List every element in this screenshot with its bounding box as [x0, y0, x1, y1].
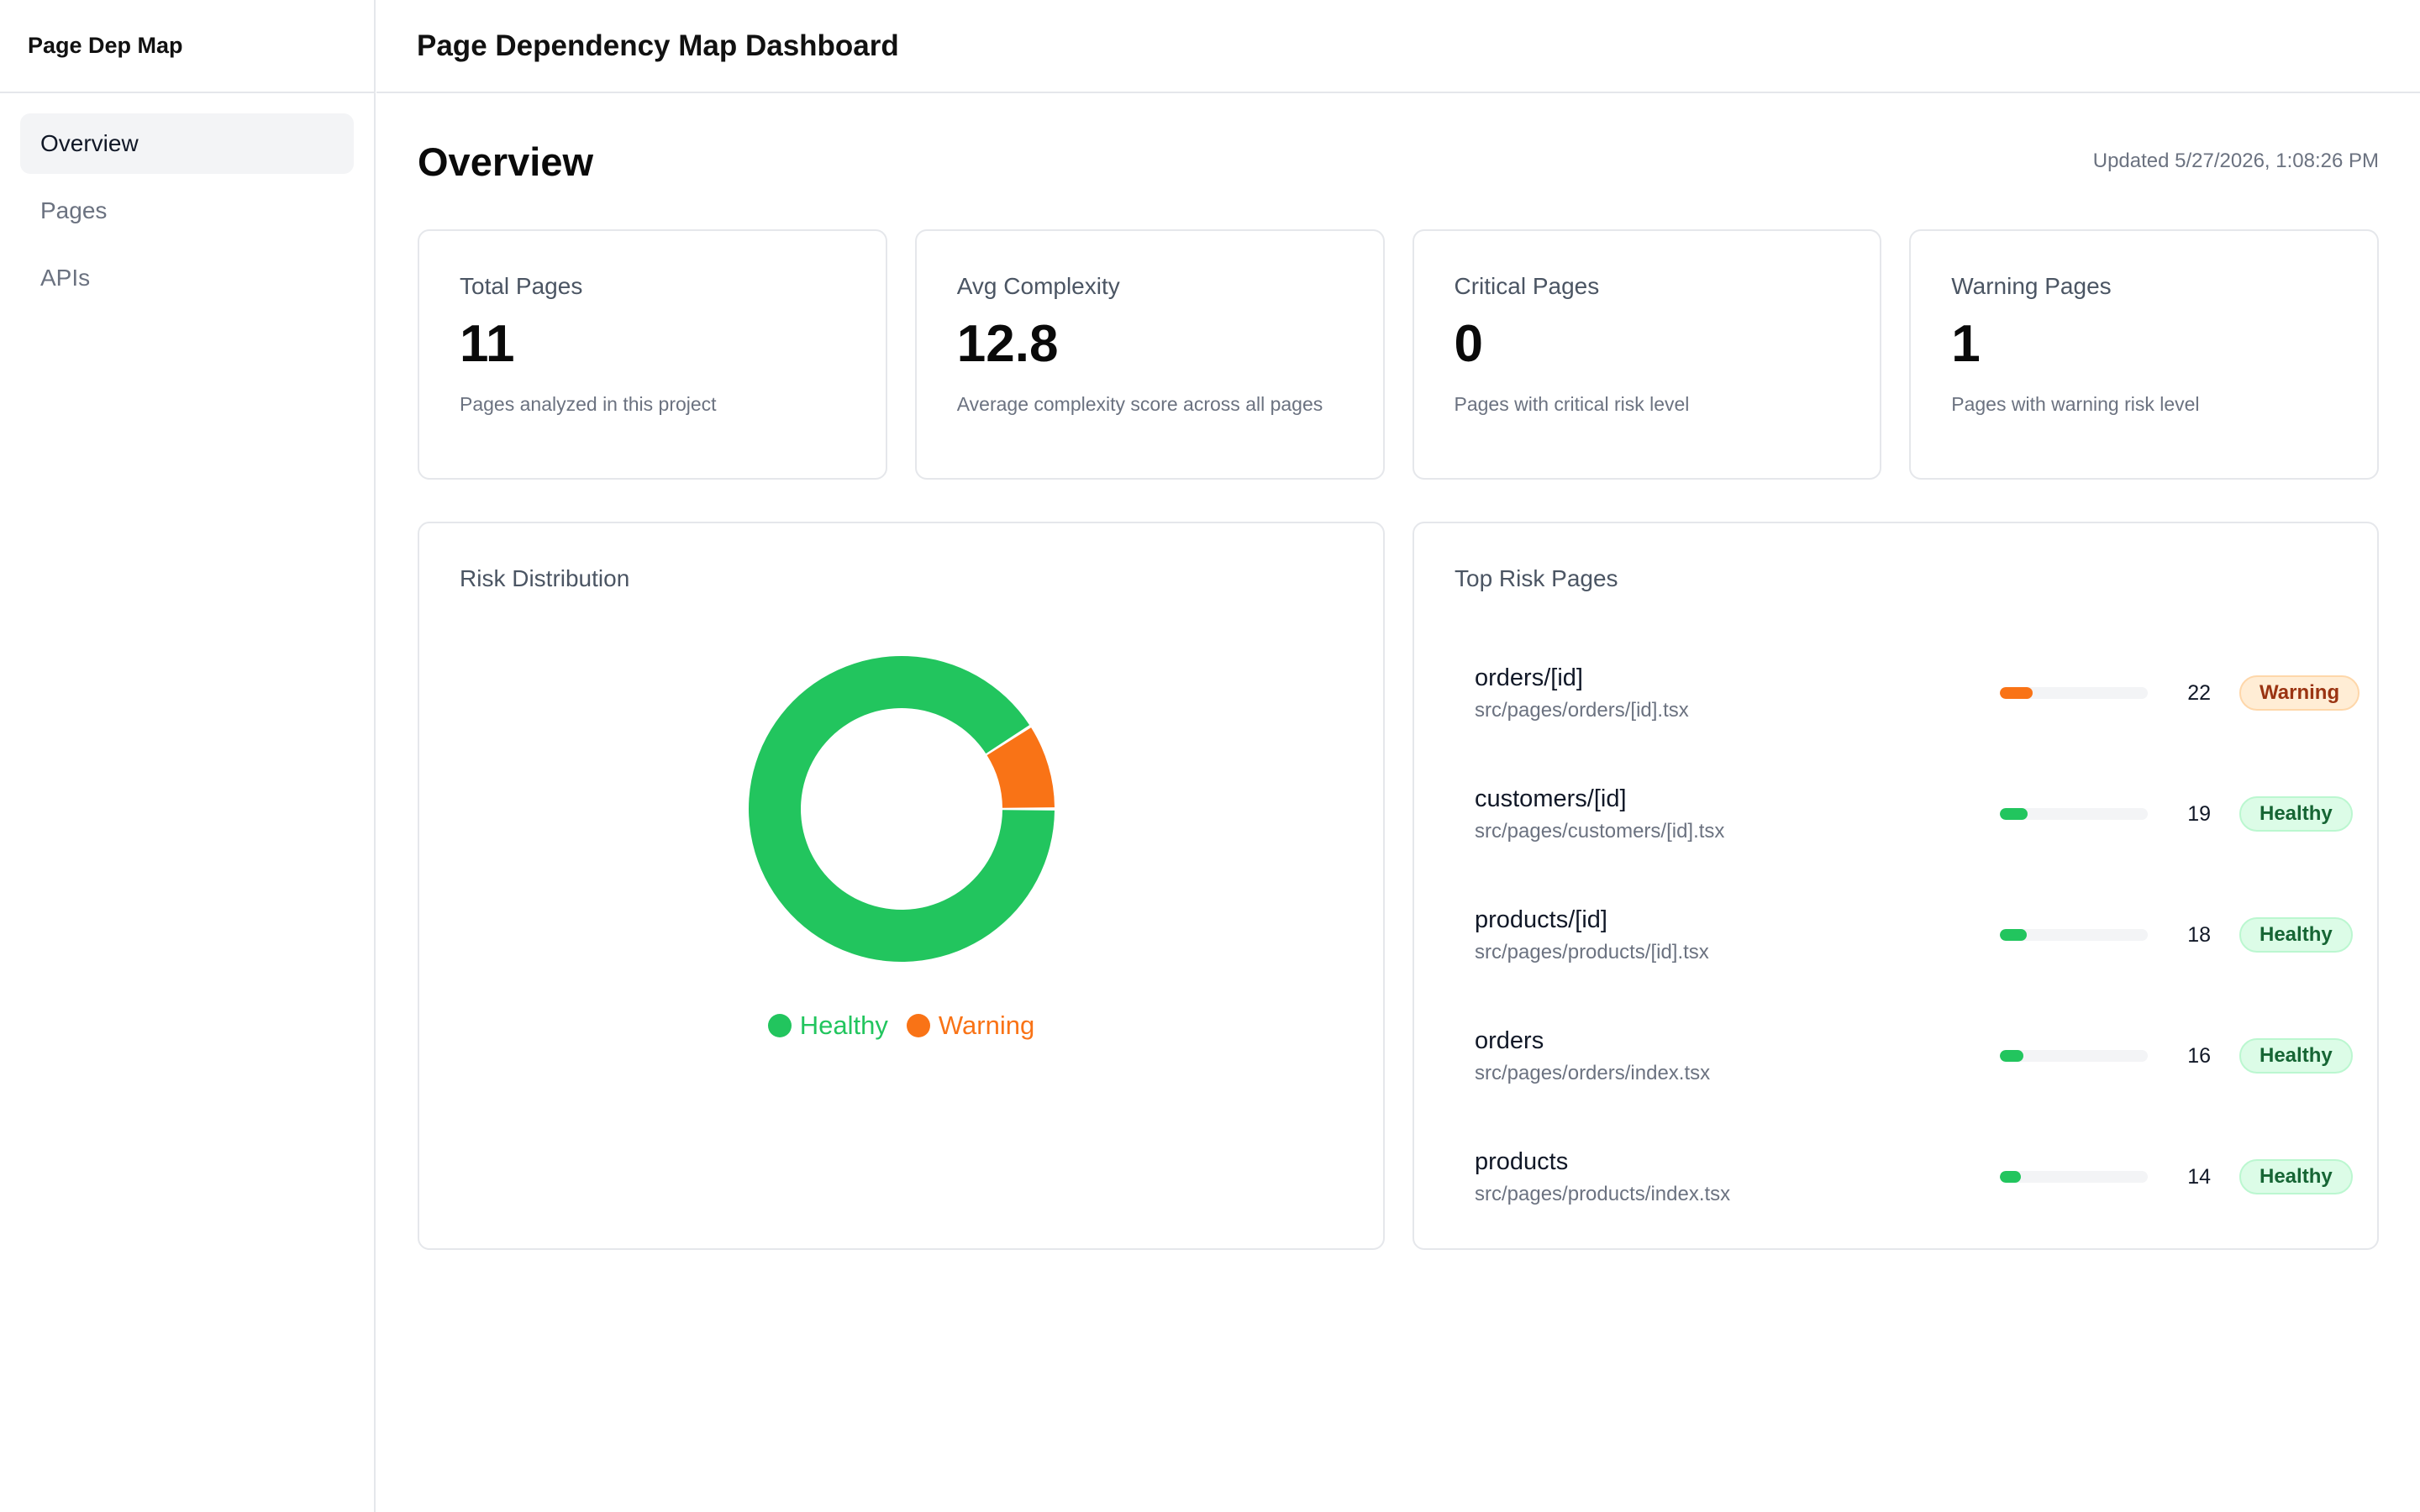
status-badge: Warning	[2239, 675, 2360, 711]
stat-value: 11	[460, 315, 515, 373]
status-badge: Healthy	[2239, 1159, 2353, 1194]
stat-label: Critical Pages	[1454, 273, 1600, 299]
risk-distribution-panel: Risk Distribution Healthy Warning	[418, 522, 1385, 1250]
risk-info: orders src/pages/orders/index.tsx	[1475, 1027, 1954, 1085]
risk-page-path: src/pages/orders/index.tsx	[1475, 1061, 1711, 1084]
stats-row: Total Pages 11 Pages analyzed in this pr…	[418, 229, 2379, 480]
risk-score-bar	[2000, 1050, 2148, 1062]
risk-page-path: src/pages/orders/[id].tsx	[1475, 698, 1689, 722]
risk-info: products/[id] src/pages/products/[id].ts…	[1475, 906, 1954, 964]
sidebar-item-overview[interactable]: Overview	[20, 113, 354, 174]
risk-page-name: orders/[id]	[1475, 664, 1583, 691]
risk-page-name: products/[id]	[1475, 906, 1607, 933]
donut-chart-wrap	[419, 649, 1383, 969]
donut-slice-warning[interactable]	[986, 727, 1055, 808]
legend-item-healthy[interactable]: Healthy	[767, 1011, 888, 1041]
stat-card-warning-pages: Warning Pages 1 Pages with warning risk …	[1909, 229, 2379, 480]
risk-score: 18	[2187, 922, 2211, 947]
risk-score-bar	[2000, 808, 2148, 820]
stat-label: Total Pages	[460, 273, 583, 299]
stat-card-avg-complexity: Avg Complexity 12.8 Average complexity s…	[914, 229, 1385, 480]
top-risk-title: Top Risk Pages	[1455, 565, 1618, 591]
risk-score: 19	[2187, 801, 2211, 826]
risk-page-path: src/pages/products/index.tsx	[1475, 1182, 1731, 1205]
risk-score: 22	[2187, 680, 2211, 705]
sidebar-item-apis[interactable]: APIs	[40, 265, 91, 291]
risk-score-bar	[2000, 929, 2148, 941]
panels-row: Risk Distribution Healthy Warning Top Ri…	[418, 522, 2379, 1250]
risk-score-fill	[2000, 929, 2027, 941]
risk-donut-chart	[748, 656, 1055, 962]
brand-title: Page Dep Map	[0, 0, 374, 93]
stat-value: 1	[1951, 315, 1981, 373]
stat-value: 0	[1454, 315, 1483, 373]
risk-page-name: customers/[id]	[1475, 785, 1627, 812]
risk-info: products src/pages/products/index.tsx	[1475, 1148, 1954, 1206]
updated-timestamp: Updated 5/27/2026, 1:08:26 PM	[2092, 150, 2379, 172]
stat-description: Pages with critical risk level	[1454, 393, 1690, 415]
risk-info: customers/[id] src/pages/customers/[id].…	[1475, 785, 1954, 843]
overview-header: Overview Updated 5/27/2026, 1:08:26 PM	[418, 93, 2379, 229]
dashboard-title: Page Dependency Map Dashboard	[417, 29, 899, 62]
risk-score: 16	[2187, 1043, 2211, 1068]
risk-row[interactable]: products/[id] src/pages/products/[id].ts…	[1455, 874, 2353, 995]
stat-card-total-pages: Total Pages 11 Pages analyzed in this pr…	[418, 229, 887, 480]
status-badge: Healthy	[2239, 1038, 2353, 1074]
stat-label: Warning Pages	[1951, 273, 2112, 299]
stat-description: Average complexity score across all page…	[956, 393, 1323, 415]
risk-row[interactable]: products src/pages/products/index.tsx 14…	[1455, 1116, 2353, 1237]
legend-dot-warning	[906, 1014, 930, 1037]
risk-page-name: orders	[1475, 1026, 1544, 1054]
chart-legend: Healthy Warning	[419, 1011, 1383, 1041]
risk-page-path: src/pages/customers/[id].tsx	[1475, 819, 1725, 843]
risk-list: orders/[id] src/pages/orders/[id].tsx 22…	[1455, 633, 2360, 1237]
risk-score: 14	[2187, 1164, 2211, 1189]
stat-value: 12.8	[956, 315, 1059, 373]
donut-slice-healthy[interactable]	[748, 656, 1055, 962]
risk-page-path: src/pages/products/[id].tsx	[1475, 940, 1709, 963]
risk-score-fill	[2000, 1050, 2024, 1062]
risk-row[interactable]: orders src/pages/orders/index.tsx 16 Hea…	[1455, 995, 2353, 1116]
risk-score-fill	[2000, 808, 2028, 820]
risk-info: orders/[id] src/pages/orders/[id].tsx	[1475, 664, 1954, 722]
stat-description: Pages with warning risk level	[1951, 393, 2200, 415]
risk-row[interactable]: orders/[id] src/pages/orders/[id].tsx 22…	[1455, 633, 2360, 753]
risk-page-name: products	[1475, 1147, 1569, 1175]
sidebar-item-pages[interactable]: Pages	[40, 197, 108, 223]
legend-item-warning[interactable]: Warning	[906, 1011, 1035, 1041]
sidebar: Page Dep Map Overview Pages APIs	[0, 0, 376, 1512]
stat-description: Pages analyzed in this project	[460, 393, 717, 415]
stat-card-critical-pages: Critical Pages 0 Pages with critical ris…	[1412, 229, 1882, 480]
page-title: Overview	[418, 139, 594, 184]
risk-score-bar	[2000, 687, 2148, 699]
legend-dot-healthy	[767, 1014, 792, 1037]
risk-score-fill	[2000, 687, 2033, 699]
top-header: Page Dependency Map Dashboard	[376, 0, 2420, 93]
risk-distribution-title: Risk Distribution	[460, 565, 630, 591]
main-content: Overview Updated 5/27/2026, 1:08:26 PM T…	[418, 93, 2379, 1250]
risk-score-bar	[2000, 1171, 2148, 1183]
stat-label: Avg Complexity	[956, 273, 1120, 299]
legend-label-warning: Warning	[938, 1011, 1035, 1040]
status-badge: Healthy	[2239, 796, 2353, 832]
top-risk-pages-panel: Top Risk Pages orders/[id] src/pages/ord…	[1413, 522, 2379, 1250]
sidebar-nav: Overview Pages APIs	[0, 93, 374, 308]
status-badge: Healthy	[2239, 917, 2353, 953]
risk-row[interactable]: customers/[id] src/pages/customers/[id].…	[1455, 753, 2353, 874]
legend-label-healthy: Healthy	[799, 1011, 888, 1040]
risk-score-fill	[2000, 1171, 2021, 1183]
